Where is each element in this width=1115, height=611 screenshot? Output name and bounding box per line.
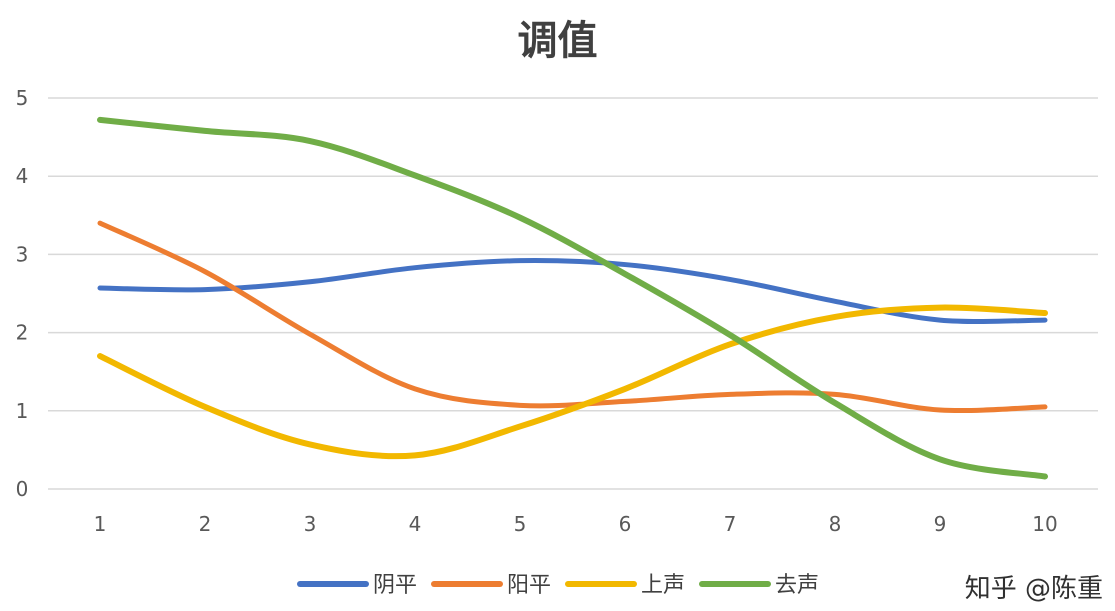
y-tick-label: 4 xyxy=(16,164,29,188)
x-axis-tick-labels: 1 2 3 4 5 6 7 8 9 10 xyxy=(94,512,1058,536)
y-tick-label: 3 xyxy=(16,242,29,266)
x-tick-label: 3 xyxy=(304,512,317,536)
x-tick-label: 10 xyxy=(1032,512,1057,536)
y-tick-label: 1 xyxy=(16,399,29,423)
x-tick-label: 6 xyxy=(619,512,632,536)
x-tick-label: 8 xyxy=(829,512,842,536)
y-tick-label: 2 xyxy=(16,321,29,345)
series-line-2 xyxy=(97,220,1048,414)
x-tick-label: 9 xyxy=(934,512,947,536)
series-line-4 xyxy=(97,116,1048,480)
x-tick-label: 4 xyxy=(409,512,422,536)
y-axis-tick-labels: 0 1 2 3 4 5 xyxy=(16,86,29,501)
x-tick-label: 5 xyxy=(514,512,527,536)
legend-label-2: 阳平 xyxy=(507,573,551,598)
x-tick-label: 7 xyxy=(724,512,737,536)
y-tick-label: 5 xyxy=(16,86,29,110)
x-tick-label: 2 xyxy=(199,512,212,536)
legend-label-1: 阴平 xyxy=(373,573,417,598)
legend-label-3: 上声 xyxy=(641,573,685,598)
grid-lines xyxy=(48,97,1098,490)
legend: 阴平 阳平 上声 去声 xyxy=(297,573,819,598)
y-tick-label: 0 xyxy=(16,477,29,501)
x-tick-label: 1 xyxy=(94,512,107,536)
watermark: 知乎 @陈重 xyxy=(964,574,1103,604)
series-lines xyxy=(97,116,1048,480)
chart-title: 调值 xyxy=(517,18,598,64)
series-line-3 xyxy=(97,304,1048,460)
legend-label-4: 去声 xyxy=(775,573,819,598)
